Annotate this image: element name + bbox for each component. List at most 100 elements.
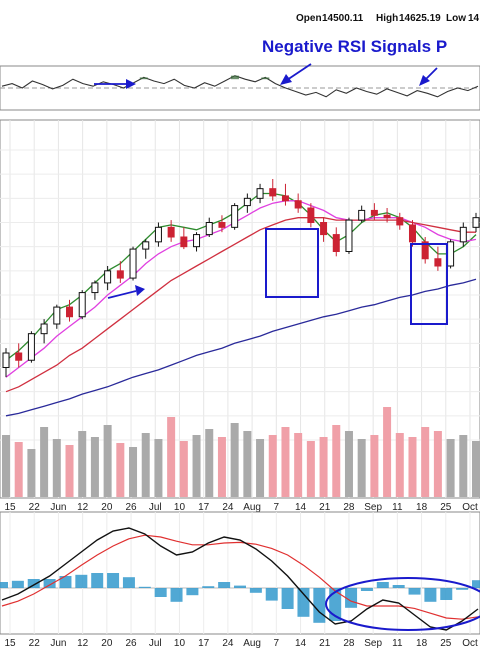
macd-histogram-bar (154, 588, 167, 597)
volume-bar (154, 439, 163, 497)
rsi-line (1, 75, 479, 98)
macd-x-tick-label: 25 (440, 638, 452, 649)
macd-x-tick-label: Oct (462, 638, 478, 649)
volume-layer (2, 407, 480, 497)
macd-x-tick-label: 20 (101, 638, 113, 649)
price-x-tick-label: 28 (343, 502, 355, 513)
volume-bar (294, 433, 303, 497)
volume-bar (52, 439, 61, 497)
price-x-tick-label: 17 (198, 502, 210, 513)
macd-x-tick-label: Sep (364, 638, 382, 649)
macd-histogram-bar (11, 580, 24, 588)
candle-body (193, 234, 201, 248)
macd-histogram-bar (170, 588, 183, 602)
price-x-tick-label: 15 (4, 502, 16, 513)
volume-bar (408, 437, 417, 497)
macd-histogram-bar (91, 573, 104, 588)
high-label: High (376, 13, 398, 24)
macd-x-tick-label: Jun (50, 638, 66, 649)
volume-bar (344, 431, 353, 497)
candle-body (256, 188, 264, 199)
price-x-tick-label: Aug (243, 502, 261, 513)
macd-histogram-bar (472, 580, 480, 588)
arrow-down-left-icon (280, 63, 312, 85)
macd-x-tick-label: 22 (29, 638, 41, 649)
macd-histogram-bar (281, 588, 294, 609)
candle-body (104, 270, 112, 284)
price-x-axis: 15 22 Jun 12 20 26 Jul 10 17 24 Aug 7 14 21 28 Sep 11 18 2… (4, 502, 478, 513)
arrow-down-left-icon-2 (419, 67, 438, 86)
macd-histogram-bar (376, 582, 389, 588)
volume-bar (383, 407, 392, 497)
macd-x-tick-label: 10 (174, 638, 186, 649)
volume-bar (281, 427, 290, 497)
candle-body (421, 241, 429, 260)
price-x-tick-label: 12 (77, 502, 89, 513)
macd-histogram-bar (234, 585, 246, 588)
macd-histogram-bar (265, 588, 278, 601)
candles (2, 179, 480, 378)
volume-bar (192, 435, 201, 497)
macd-histogram-bar (107, 573, 120, 588)
volume-bar (421, 427, 430, 497)
macd-panel (0, 511, 480, 635)
macd-x-tick-label: 26 (125, 638, 137, 649)
macd-x-tick-label: 28 (343, 638, 355, 649)
volume-bar (243, 431, 252, 497)
candle-body (408, 224, 416, 243)
high-value: 14625.19 (399, 13, 441, 24)
volume-bar (459, 435, 468, 497)
price-x-tick-label: 22 (29, 502, 41, 513)
candle-body (2, 352, 10, 368)
volume-bar (205, 429, 214, 497)
candle-body (40, 323, 48, 335)
candle-body (459, 226, 467, 243)
candle-body (447, 241, 455, 267)
price-x-tick-label: Jul (149, 502, 162, 513)
rsi-overbought-fill (261, 77, 270, 80)
macd-x-tick-label: 18 (416, 638, 428, 649)
rsi-annotation: Negative RSI Signals P (262, 37, 447, 56)
candle-body (116, 270, 124, 279)
macd-signal-line (1, 534, 479, 620)
candle-body (218, 222, 226, 228)
candle-body (345, 219, 353, 252)
macd-x-tick-label: Jul (149, 638, 162, 649)
macd-x-tick-label: 11 (392, 638, 403, 649)
low-label: Low (446, 13, 466, 24)
macd-histogram-bar (0, 582, 8, 588)
volume-bar (116, 443, 125, 497)
candle-body (383, 214, 391, 219)
macd-histogram-bar (186, 588, 199, 596)
candle-body (129, 248, 137, 279)
candle-body (78, 292, 86, 318)
volume-bar (319, 437, 328, 497)
macd-histogram-bar (75, 574, 88, 588)
candle-body (307, 207, 315, 223)
candle-body (320, 222, 328, 236)
candle-body (332, 234, 340, 252)
macd-histogram-bar (297, 588, 310, 617)
price-x-tick-label: 18 (416, 502, 428, 513)
macd-histogram-bar (122, 577, 135, 588)
price-x-tick-label: 10 (174, 502, 186, 513)
rsi-overbought-fill (139, 77, 148, 80)
candle-body (27, 333, 35, 361)
volume-bar (103, 425, 112, 497)
macd-x-tick-label: 21 (319, 638, 331, 649)
volume-bar (65, 445, 74, 497)
volume-bar (129, 447, 138, 497)
volume-bar (90, 437, 99, 497)
volume-bar (395, 433, 404, 497)
macd-x-tick-label: 24 (222, 638, 234, 649)
candle-body (358, 209, 366, 221)
price-x-tick-label: 24 (222, 502, 234, 513)
volume-bar (268, 435, 277, 497)
candle-body (269, 188, 277, 197)
rsi-layer (1, 75, 479, 98)
open-label: Open (296, 13, 322, 24)
candle-body (231, 205, 239, 228)
macd-histogram-bar (313, 588, 326, 623)
candle-body (434, 258, 442, 267)
